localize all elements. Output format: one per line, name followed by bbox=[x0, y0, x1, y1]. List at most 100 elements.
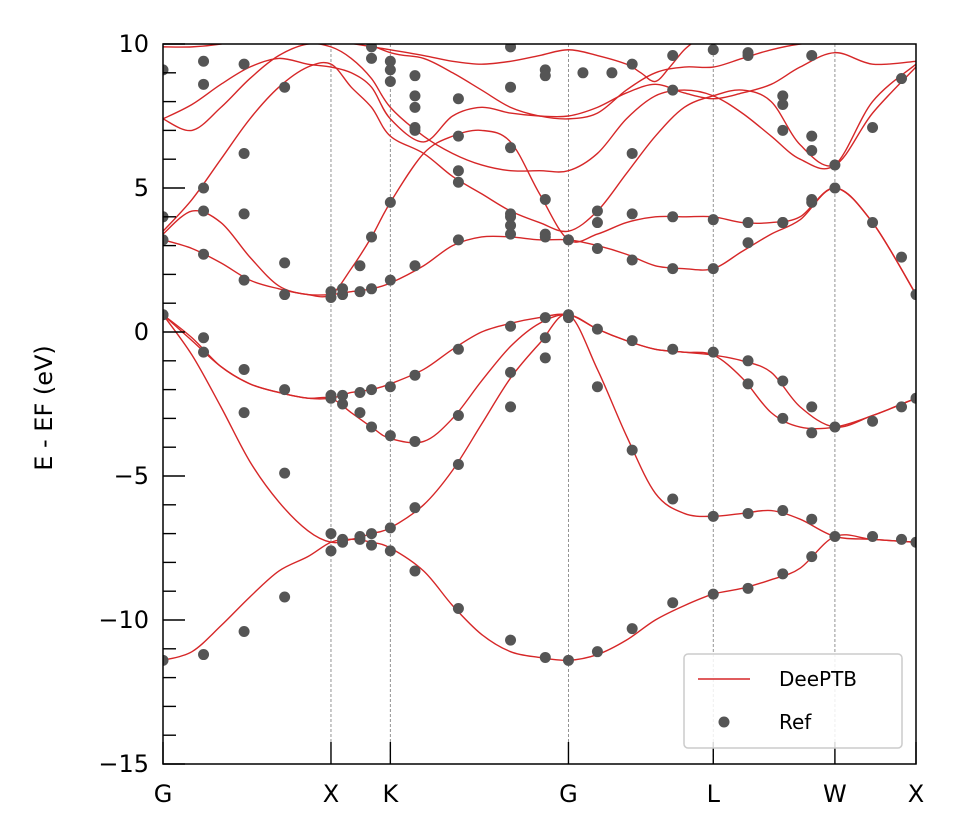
ref-point bbox=[354, 286, 366, 298]
ref-point bbox=[777, 505, 789, 517]
ref-point bbox=[409, 369, 421, 381]
band-line bbox=[163, 44, 806, 120]
ref-point bbox=[366, 44, 378, 53]
ref-point bbox=[279, 81, 291, 93]
ref-point bbox=[384, 274, 396, 286]
ref-point bbox=[562, 234, 574, 246]
legend-label: Ref bbox=[779, 710, 812, 734]
ref-point bbox=[577, 67, 589, 79]
ref-point bbox=[198, 346, 210, 358]
ref-point bbox=[238, 626, 250, 638]
ref-point bbox=[409, 90, 421, 102]
ref-point bbox=[910, 289, 916, 301]
y-tick-label: −5 bbox=[114, 462, 149, 490]
ref-point bbox=[539, 70, 551, 82]
y-tick-label: 10 bbox=[118, 30, 149, 58]
ref-point bbox=[279, 591, 291, 603]
ref-point bbox=[777, 412, 789, 424]
ref-point bbox=[562, 312, 574, 324]
ref-point bbox=[667, 211, 679, 223]
ref-point bbox=[238, 208, 250, 220]
ref-point bbox=[505, 320, 517, 332]
ref-point bbox=[910, 392, 916, 404]
ref-point bbox=[626, 623, 638, 635]
ref-point bbox=[707, 588, 719, 600]
ref-point bbox=[742, 355, 754, 367]
ref-point bbox=[505, 81, 517, 93]
ref-point bbox=[409, 565, 421, 577]
ref-point bbox=[384, 381, 396, 393]
ref-point bbox=[238, 407, 250, 419]
ref-point bbox=[742, 582, 754, 594]
ref-point bbox=[539, 194, 551, 206]
ref-point bbox=[409, 70, 421, 82]
ref-point bbox=[539, 228, 551, 240]
ref-point bbox=[829, 421, 841, 433]
ref-point bbox=[742, 378, 754, 390]
ref-point bbox=[707, 214, 719, 226]
ref-point bbox=[505, 142, 517, 154]
ref-point bbox=[667, 343, 679, 355]
x-tick-label: G bbox=[559, 780, 578, 808]
ref-point bbox=[867, 530, 879, 542]
legend-marker-swatch bbox=[718, 716, 730, 728]
ref-point bbox=[325, 286, 337, 298]
ref-point bbox=[452, 130, 464, 142]
ref-point bbox=[562, 654, 574, 666]
ref-point bbox=[667, 493, 679, 505]
ref-point bbox=[867, 415, 879, 427]
ref-point bbox=[505, 401, 517, 413]
ref-point bbox=[806, 145, 818, 157]
plot-frame bbox=[162, 43, 917, 765]
ref-point bbox=[806, 513, 818, 525]
ref-point bbox=[591, 205, 603, 217]
x-tick-label: W bbox=[823, 780, 847, 808]
ref-point bbox=[337, 389, 349, 401]
ref-point bbox=[198, 182, 210, 194]
ref-point bbox=[238, 147, 250, 159]
ref-point bbox=[896, 73, 908, 85]
ref-point bbox=[198, 332, 210, 344]
ref-point bbox=[325, 528, 337, 540]
y-tick-label: 5 bbox=[134, 174, 149, 202]
ref-point bbox=[163, 654, 169, 666]
ref-point bbox=[777, 98, 789, 110]
ref-point bbox=[409, 124, 421, 136]
ref-point bbox=[591, 646, 603, 658]
y-axis: 10 5 0 −5 −10 −15 bbox=[98, 30, 185, 778]
ref-point bbox=[409, 435, 421, 447]
ref-point bbox=[366, 384, 378, 396]
ref-point bbox=[742, 237, 754, 249]
x-tick-label: K bbox=[382, 780, 399, 808]
ref-point bbox=[539, 651, 551, 663]
ref-point bbox=[867, 217, 879, 229]
ref-point bbox=[806, 401, 818, 413]
ref-point bbox=[667, 84, 679, 96]
ref-point bbox=[384, 430, 396, 442]
ref-point bbox=[806, 427, 818, 439]
ref-point bbox=[829, 159, 841, 171]
ref-point bbox=[626, 58, 638, 70]
ref-point bbox=[539, 352, 551, 364]
legend: DeePTB Ref bbox=[683, 653, 903, 749]
ref-point bbox=[806, 194, 818, 206]
ref-point bbox=[384, 64, 396, 76]
y-axis-title: E - EF (eV) bbox=[30, 345, 58, 471]
y-tick-label: −15 bbox=[98, 750, 149, 778]
ref-point bbox=[806, 551, 818, 563]
ref-point bbox=[829, 182, 841, 194]
x-tick-label: X bbox=[323, 780, 339, 808]
ref-point bbox=[452, 458, 464, 470]
ref-point bbox=[279, 467, 291, 479]
ref-point bbox=[163, 309, 169, 321]
ref-points bbox=[163, 44, 916, 666]
ref-point bbox=[606, 67, 618, 79]
ref-point bbox=[163, 234, 169, 246]
ref-point bbox=[505, 219, 517, 231]
ref-point bbox=[238, 274, 250, 286]
ref-point bbox=[238, 58, 250, 70]
ref-point bbox=[366, 528, 378, 540]
ref-point bbox=[591, 242, 603, 254]
ref-point bbox=[409, 502, 421, 514]
ref-point bbox=[279, 384, 291, 396]
